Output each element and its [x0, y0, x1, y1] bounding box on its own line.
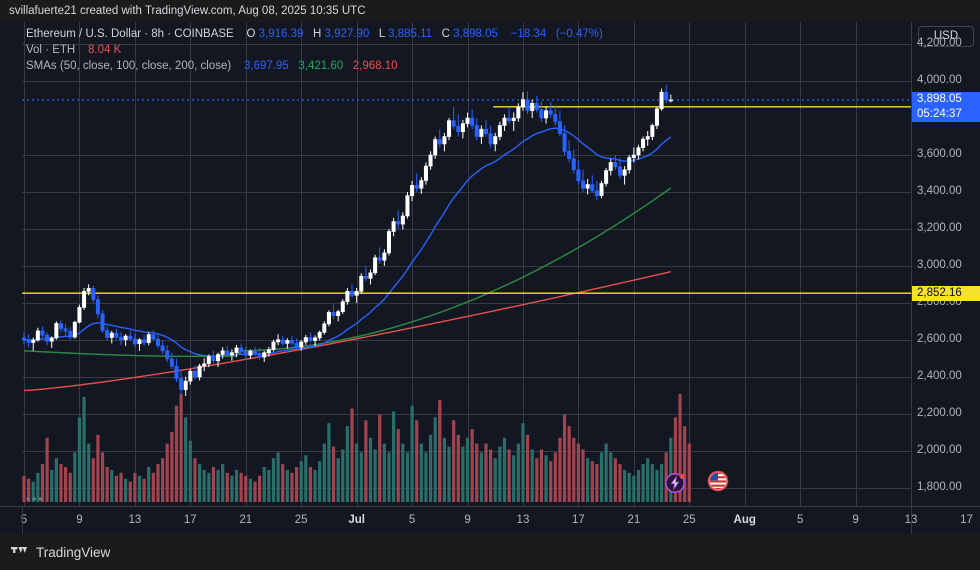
- price-axis-tick: 4,200.00: [917, 37, 962, 50]
- axis-separator: [911, 507, 912, 535]
- legend-sma50-value: 3,697.95: [243, 60, 289, 72]
- time-axis-tick: 5: [408, 514, 416, 526]
- time-axis-tick: 17: [960, 514, 973, 526]
- us-flag-icon: [707, 470, 729, 492]
- legend-row-symbol[interactable]: Ethereum / U.S. Dollar · 8h · COINBASE O…: [26, 26, 603, 42]
- legend-sma100-value: 3,421.60: [298, 60, 344, 72]
- legend-high-label: H: [313, 28, 322, 40]
- time-axis-tick: 17: [571, 514, 585, 526]
- price-axis-tick: 2,400.00: [917, 369, 962, 382]
- price-axis-tick: 3,000.00: [917, 258, 962, 271]
- time-axis-tick: Jul: [348, 514, 365, 526]
- time-axis-tick: 13: [128, 514, 142, 526]
- time-axis-tick: 21: [239, 514, 253, 526]
- legend-close-label: C: [441, 28, 450, 40]
- time-axis-tick: 5: [796, 514, 804, 526]
- price-tag-level-low[interactable]: 2,852.16: [912, 285, 980, 301]
- price-axis[interactable]: USD 4,200.00 4,000.00 3,600.00 3,400.00 3,20…: [911, 22, 980, 506]
- time-axis-tick: 9: [464, 514, 471, 526]
- legend-high-value: 3,927.90: [324, 28, 370, 40]
- legend-sma200-value: 2,968.10: [352, 60, 398, 72]
- legend-collapsed-more-button[interactable]: •••: [26, 492, 45, 506]
- legend-volume-title: Vol · ETH: [26, 44, 76, 56]
- price-axis-tick: 2,600.00: [917, 332, 962, 345]
- tradingview-logo-icon: [11, 546, 27, 553]
- legend-change-percent: (−0.47%): [555, 28, 603, 40]
- price-axis-tick: 2,000.00: [917, 443, 962, 456]
- time-axis-tick: 25: [682, 514, 696, 526]
- chart-pane[interactable]: [22, 22, 911, 506]
- time-axis-tick: 21: [627, 514, 641, 526]
- attribution-bar: svillafuerte21 created with TradingView.…: [0, 0, 980, 22]
- chart-legend: Ethereum / U.S. Dollar · 8h · COINBASE O…: [26, 26, 603, 74]
- legend-row-volume[interactable]: Vol · ETH 8.04 K: [26, 42, 603, 58]
- time-axis-tick: 5: [20, 514, 28, 526]
- last-price-tag[interactable]: 3,898.05 05:24:37: [912, 91, 980, 122]
- legend-open-label: O: [246, 28, 256, 40]
- legend-volume-value: 8.04 K: [88, 44, 122, 56]
- axis-separator: [22, 507, 23, 535]
- time-axis-tick: Aug: [733, 514, 756, 526]
- price-axis-tick: 4,000.00: [917, 74, 962, 87]
- legend-close-value: 3,898.05: [453, 28, 498, 40]
- footer-brand-label: TradingView: [36, 544, 111, 560]
- legend-sma-title: SMAs (50, close, 100, close, 200, close): [26, 60, 232, 72]
- legend-low-value: 3,885.11: [388, 28, 433, 40]
- time-axis-tick: 9: [76, 514, 83, 526]
- lightning-event-badge[interactable]: [663, 470, 687, 499]
- chart-plot-area: [22, 84, 911, 502]
- legend-row-smas[interactable]: SMAs (50, close, 100, close, 200, close)…: [26, 58, 603, 74]
- legend-open-value: 3,916.39: [258, 28, 304, 40]
- legend-symbol-title: Ethereum / U.S. Dollar · 8h · COINBASE: [26, 28, 234, 40]
- time-axis-tick: 25: [294, 514, 308, 526]
- time-axis-tick: 9: [852, 514, 859, 526]
- last-price-value: 3,898.05: [917, 92, 962, 105]
- lightning-bolt-icon: [665, 473, 685, 493]
- us-flag-event-badge[interactable]: [707, 470, 729, 497]
- bar-countdown-value: 05:24:37: [917, 107, 962, 120]
- currency-label[interactable]: USD: [918, 26, 974, 47]
- price-axis-tick: 1,800.00: [917, 480, 962, 493]
- time-axis[interactable]: 5913172125Jul5913172125Aug5913172125: [0, 506, 980, 535]
- price-axis-tick: 2,200.00: [917, 406, 962, 419]
- time-axis-tick: 13: [516, 514, 530, 526]
- time-axis-tick: 17: [183, 514, 197, 526]
- legend-change-absolute: −18.34: [510, 28, 547, 40]
- footer-bar: TradingView: [0, 534, 980, 570]
- legend-low-label: L: [378, 28, 385, 40]
- price-axis-tick: 3,200.00: [917, 221, 962, 234]
- price-axis-tick: 3,400.00: [917, 184, 962, 197]
- price-axis-tick: 3,600.00: [917, 148, 962, 160]
